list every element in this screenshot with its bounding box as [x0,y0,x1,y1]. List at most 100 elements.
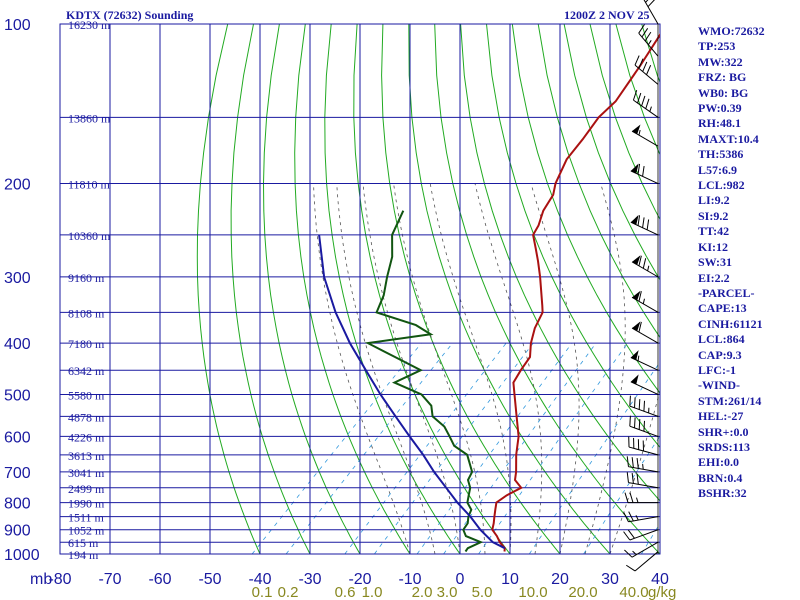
wind-barb [630,350,659,371]
temperature-tick-label: -80 [48,571,71,588]
wind-barb-full [638,419,641,430]
height-label: 16230 m [68,18,111,32]
wind-barb-shaft [634,551,659,572]
wind-barb-half [649,106,652,112]
stat-line: L57:6.9 [698,162,737,177]
mixing-ratio-label: 0.1 [252,584,273,600]
wind-barb-half [637,355,640,361]
stat-line: LCL:982 [698,178,745,193]
temperature-tick-label: -40 [248,571,271,588]
stat-line: TH:5386 [698,147,744,162]
wind-barb-full [634,417,636,428]
wind-barb [626,456,659,473]
stat-line: WMO:72632 [698,24,765,38]
stat-line: LI:9.2 [698,193,730,208]
series-layer [318,33,660,553]
height-label: 7180 m [68,337,105,351]
wind-barb-full [636,473,639,485]
wind-barb-full [642,165,645,177]
stat-line: STM:261/14 [698,393,762,408]
temperature-tick-label: 20 [551,571,569,588]
stat-line: BRN:0.4 [698,470,743,485]
stat-line: -PARCEL- [698,285,755,300]
wind-barb-full [631,457,634,468]
wind-barb-half [635,515,639,521]
stat-line: PW:0.39 [698,101,742,116]
wind-barb-shaft [628,482,659,489]
wind-barb-full [631,473,634,484]
height-label-layer: 16230 m 13860 m 11810 m 10360 m 9160 m 8108 m… [68,18,111,562]
wind-barb-flag [630,163,639,174]
wind-barb-full [623,531,631,541]
wind-barb-half [632,550,637,556]
temperature-tick-label: -60 [148,571,171,588]
stat-line: SHR+:0.0 [698,424,749,439]
dry-adiabat [460,24,660,502]
wind-barb-full [623,512,629,523]
wind-barb-flag [630,214,639,225]
wind-barb-full [638,255,642,266]
grid-layer [59,23,661,555]
wind-barb-shaft [631,130,659,147]
height-label: 9160 m [68,271,105,285]
mixing-ratio-label: 2.0 [412,584,433,600]
wind-barb-full [632,90,638,101]
stat-line: EHI:0.0 [698,455,740,470]
wind-barb-full [638,24,645,34]
height-label: 10360 m [68,229,111,243]
pressure-tick-label: 100 [4,17,31,34]
mixing-ratio-label: 1.0 [362,584,383,600]
moist-adiabat [474,183,543,554]
wind-barb-full [646,219,650,230]
stat-line: BSHR:32 [698,486,747,501]
stat-line: TT:42 [698,224,730,239]
mixing-ratio-label: 0.6 [335,584,356,600]
height-label: 1511 m [68,511,105,525]
plot-frame [59,23,661,555]
wind-barb-full [637,215,641,226]
height-label: 1990 m [68,497,105,511]
wind-barb-half [642,298,645,304]
wind-barb [630,163,659,184]
stat-line: TP:253 [698,39,736,54]
wind-barb-full [643,400,646,412]
height-label: 4226 m [68,430,105,444]
wind-barb [631,124,659,147]
parcel-line [318,234,506,550]
wind-barb [629,415,659,437]
wind-barb-shaft [629,529,659,541]
wind-barb-flag [632,290,641,301]
wind-barb-full [629,415,631,427]
wind-barb-full [629,492,634,503]
wind-barb-shaft [631,327,659,344]
height-label: 2499 m [68,482,105,496]
wind-barb-full [624,492,629,503]
wind-barb-full [628,511,634,522]
pressure-unit-label: mb [30,571,52,588]
wind-barb-full [629,395,631,407]
wind-barb-full [627,529,635,539]
wind-barb [628,436,659,456]
temperature-tick-label: -10 [398,571,421,588]
wind-barb [624,492,658,504]
wind-barb-flag [630,374,639,385]
stat-line: LCL:864 [698,332,745,347]
wind-barb-full [645,98,650,109]
wind-barb-full [638,58,644,69]
dry-adiabat [230,24,311,554]
wind-barb-half [642,464,644,470]
height-label: 5580 m [68,388,105,402]
height-label: 194 m [68,548,99,562]
wind-barb-shaft [630,357,659,371]
dry-adiabat [196,24,261,554]
wind-barb-half [638,129,641,136]
stats-panel: WMO:72632 TP:253 MW:322 FRZ: BG WB0: BG PW:0.… [698,24,798,502]
chart-time: 1200Z 2 NOV 25 [564,8,650,22]
wind-barb-full [626,472,629,483]
wind-barb [632,90,659,118]
wind-barb-flag [632,124,641,135]
height-label: 3041 m [68,466,105,480]
pressure-tick-label: 1000 [4,547,40,564]
wind-barb-full [636,458,639,469]
wind-barb-full [641,95,646,107]
